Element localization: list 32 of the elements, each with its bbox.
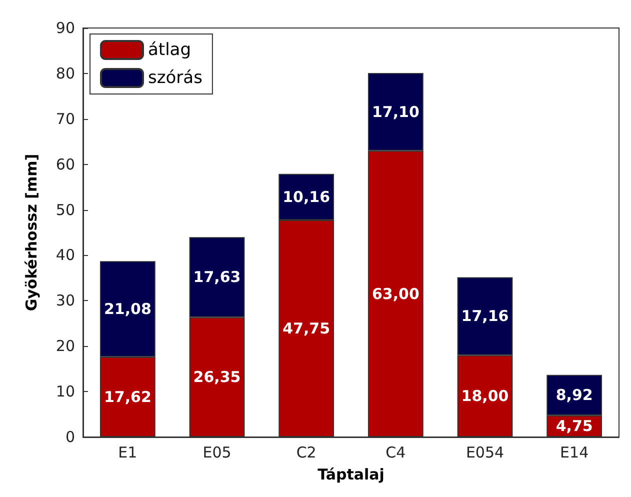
y-tick-label: 20 <box>56 337 75 356</box>
data-label: 47,75 <box>282 320 330 338</box>
x-axis-title: Táptalaj <box>318 466 384 484</box>
y-tick-label: 90 <box>56 19 75 37</box>
y-tick-label: 60 <box>56 155 75 174</box>
data-label: 17,10 <box>372 102 420 121</box>
y-tick-label: 0 <box>65 428 75 446</box>
data-label: 18,00 <box>461 387 509 406</box>
x-tick-label: E1 <box>118 444 138 462</box>
x-tick-label: C2 <box>296 444 316 462</box>
data-label: 26,35 <box>193 368 241 386</box>
y-tick-label: 10 <box>56 382 75 401</box>
data-label: 8,92 <box>556 386 593 404</box>
x-tick-label: E054 <box>466 444 504 462</box>
data-label: 4,75 <box>556 417 593 436</box>
legend-label: átlag <box>148 40 192 60</box>
data-label: 17,63 <box>193 268 241 286</box>
data-label: 10,16 <box>282 188 330 206</box>
data-label: 17,16 <box>461 307 509 326</box>
y-tick-label: 30 <box>56 292 75 310</box>
y-tick-label: 40 <box>56 246 75 264</box>
data-label: 17,62 <box>104 388 152 406</box>
y-axis-title: Gyökérhossz [mm] <box>22 154 40 312</box>
data-label: 63,00 <box>372 284 420 303</box>
y-tick-label: 50 <box>56 200 75 219</box>
legend-label: szórás <box>148 68 203 88</box>
y-tick-label: 80 <box>56 64 75 82</box>
x-tick-label: C4 <box>386 444 406 462</box>
x-tick-label: E14 <box>560 444 589 462</box>
data-label: 21,08 <box>104 300 152 318</box>
y-tick-label: 70 <box>56 110 75 128</box>
x-tick-label: E05 <box>202 444 232 462</box>
